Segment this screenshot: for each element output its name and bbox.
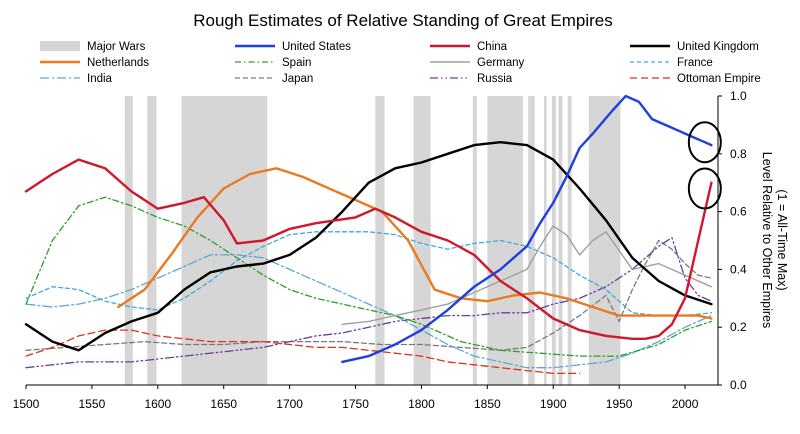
series-line-russia — [25, 236, 713, 369]
legend-item-major-wars: Major Wars — [40, 41, 146, 53]
legend-swatch — [40, 41, 80, 51]
y-tick-label: 0.8 — [730, 147, 747, 161]
legend-label: Japan — [282, 73, 313, 85]
y-axis-label-line-2: (1 = All-Time Max) — [775, 189, 789, 290]
y-axis-label-line-1: Level Relative to Other Empires — [760, 152, 774, 328]
war-period-band — [558, 96, 563, 385]
war-shading-layer — [124, 96, 621, 385]
series-line-spain — [25, 196, 713, 357]
chart-title: Rough Estimates of Relative Standing of … — [193, 11, 613, 30]
legend-label: United Kingdom — [677, 41, 759, 53]
highlight-circle-china — [687, 167, 722, 210]
tick-layer: 1500 1550 1600 1650 1700 1750 1800 1850 1900 1950… — [13, 89, 747, 411]
series-line-france — [25, 231, 713, 317]
x-tick-label: 1550 — [79, 397, 106, 411]
x-tick-label: 1900 — [540, 397, 567, 411]
war-period-band — [413, 96, 431, 385]
legend-label: United States — [282, 41, 351, 53]
legend-label: India — [87, 73, 113, 85]
war-period-band — [487, 96, 523, 385]
legend-item-ottoman-empire: Ottoman Empire — [630, 73, 761, 85]
legend-label: China — [477, 41, 508, 53]
war-period-band — [544, 96, 547, 385]
legend-label: Major Wars — [87, 41, 146, 53]
series-layer — [24, 94, 713, 375]
series-line-ottoman-empire — [25, 329, 581, 375]
x-tick-label: 1950 — [606, 397, 633, 411]
legend-item-china: China — [430, 41, 508, 53]
highlight-circle-united-states — [687, 121, 722, 164]
legend-item-france: France — [630, 57, 713, 69]
series-line-china — [24, 158, 713, 340]
legend-item-japan: Japan — [235, 73, 313, 85]
war-period-band — [124, 96, 133, 385]
legend-item-netherlands: Netherlands — [40, 57, 149, 69]
axes-layer — [26, 96, 719, 386]
legend-label: Russia — [477, 73, 513, 85]
y-tick-label: 0.4 — [730, 262, 747, 276]
legend-item-spain: Spain — [235, 57, 311, 69]
war-period-band — [472, 96, 477, 385]
series-line-germany — [341, 225, 713, 325]
series-line-united-kingdom — [24, 141, 713, 352]
x-tick-label: 1850 — [474, 397, 501, 411]
x-tick-label: 1500 — [13, 397, 40, 411]
y-tick-label: 0.0 — [730, 378, 747, 392]
y-tick-label: 0.2 — [730, 320, 747, 334]
legend-label: Netherlands — [87, 57, 149, 69]
legend-label: Ottoman Empire — [677, 73, 761, 85]
legend-item-india: India — [40, 73, 113, 85]
legend-item-united-kingdom: United Kingdom — [630, 41, 759, 53]
x-tick-label: 1800 — [408, 397, 435, 411]
series-line-india — [25, 254, 713, 369]
legend: Major Wars United States China United Kingd… — [40, 41, 761, 85]
legend-label: France — [677, 57, 713, 69]
series-line-netherlands — [117, 167, 713, 320]
legend-item-germany: Germany — [430, 57, 525, 69]
x-tick-label: 1650 — [210, 397, 237, 411]
x-tick-label: 1750 — [342, 397, 369, 411]
legend-label: Germany — [477, 57, 525, 69]
y-axis-label: Level Relative to Other Empires (1 = All… — [760, 152, 789, 328]
x-tick-label: 1700 — [276, 397, 303, 411]
annotation-layer — [687, 121, 722, 210]
series-line-united-states — [341, 94, 713, 364]
war-period-band — [551, 96, 556, 385]
x-tick-label: 1600 — [144, 397, 171, 411]
legend-label: Spain — [282, 57, 311, 69]
y-tick-label: 1.0 — [730, 89, 747, 103]
legend-item-russia: Russia — [430, 73, 513, 85]
war-period-band — [147, 96, 157, 385]
legend-item-united-states: United States — [235, 41, 351, 53]
x-tick-label: 2000 — [672, 397, 699, 411]
y-tick-label: 0.6 — [730, 205, 747, 219]
war-period-band — [375, 96, 385, 385]
